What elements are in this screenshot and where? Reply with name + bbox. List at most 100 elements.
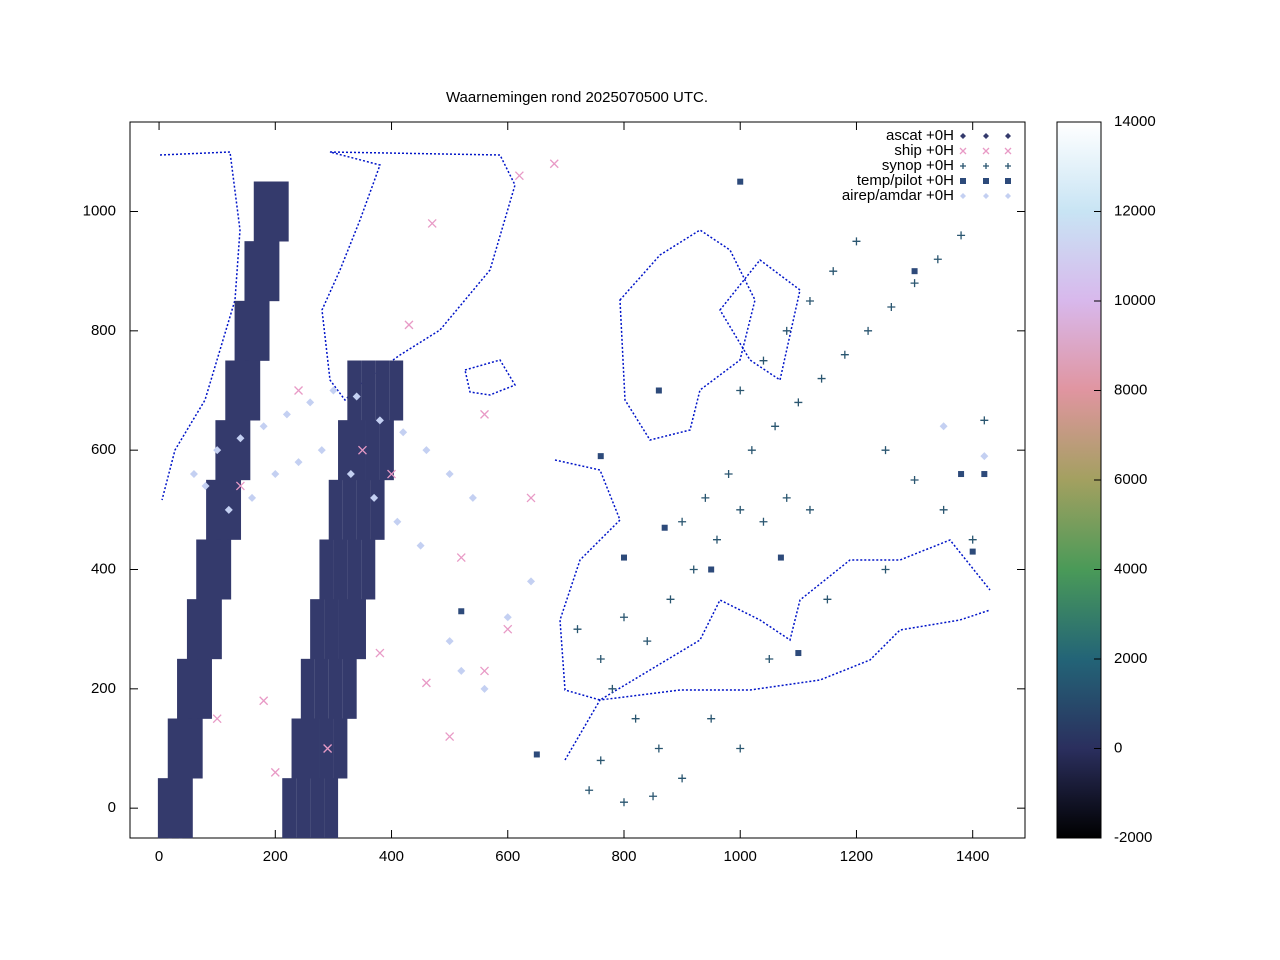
synop-point: [759, 517, 768, 526]
synop-point: [782, 326, 791, 335]
coastlines: [159, 151, 991, 761]
ascat-point: [333, 718, 348, 779]
airep-point: [306, 398, 315, 407]
x-tick-label: 1400: [956, 848, 989, 865]
airep-point: [271, 470, 280, 479]
y-tick-label: 400: [91, 560, 116, 577]
ship-point: [526, 493, 536, 503]
coast-scandinavia: [619, 229, 756, 441]
airep-point: [416, 541, 425, 550]
ascat-point: [324, 778, 339, 839]
ship-point: [421, 678, 431, 688]
synop-point: [829, 267, 838, 276]
coast-iceland: [464, 359, 517, 396]
chart-title: Waarnemingen rond 2025070500 UTC.: [446, 89, 708, 106]
ascat-point: [274, 181, 289, 242]
airep-point: [294, 458, 303, 467]
synop-point: [608, 684, 617, 693]
ascat-point: [370, 479, 385, 540]
synop-point: [649, 792, 658, 801]
ship-point: [549, 159, 559, 169]
legend-label: temp/pilot +0H: [857, 172, 954, 189]
coast-europe: [554, 459, 991, 701]
temp-point: [620, 554, 627, 561]
synop-point: [643, 637, 652, 646]
airep-point: [259, 422, 268, 431]
airep-point: [422, 446, 431, 455]
ascat-point: [291, 718, 306, 779]
airep-point: [213, 446, 222, 455]
colorbar-tick-label: 12000: [1114, 202, 1156, 219]
synop-point: [957, 231, 966, 240]
ascat-point: [324, 599, 339, 660]
ship-point: [270, 767, 280, 777]
synop-point: [960, 163, 966, 169]
synop-point: [724, 470, 733, 479]
colorbar-tick-label: 4000: [1114, 560, 1147, 577]
temp-point: [795, 650, 802, 657]
airep-point: [189, 470, 198, 479]
ascat-point: [265, 241, 280, 302]
synop-point: [747, 446, 756, 455]
y-tick-label: 0: [108, 799, 116, 816]
ascat-point: [351, 420, 366, 481]
ascat-point: [365, 420, 380, 481]
synop-point: [1005, 163, 1011, 169]
synop-point: [765, 655, 774, 663]
airep-point: [527, 577, 536, 586]
airep-point: [983, 133, 989, 139]
ascat-point: [328, 479, 343, 540]
x-tick-label: 1000: [724, 848, 757, 865]
synop-point: [771, 422, 780, 431]
ship-point: [294, 386, 303, 395]
x-tick-label: 400: [379, 848, 404, 865]
ship-point: [427, 218, 437, 228]
synop-point: [805, 505, 814, 514]
ascat-point: [319, 718, 334, 779]
legend-label: ascat +0H: [886, 127, 954, 144]
ascat-point: [227, 479, 242, 540]
airep-point: [375, 416, 384, 425]
legend-label: ship +0H: [894, 142, 954, 159]
temp-point: [983, 178, 989, 184]
airep-point: [457, 666, 466, 675]
synop-point: [759, 356, 768, 365]
synop-point: [823, 595, 832, 604]
airep-point: [224, 505, 233, 514]
x-tick-label: 800: [611, 848, 636, 865]
airep-point: [960, 193, 966, 199]
ascat-point: [314, 658, 329, 719]
ascat-point: [356, 479, 371, 540]
synop-point: [596, 655, 605, 663]
airep-point: [393, 517, 402, 526]
temp-point: [777, 554, 784, 561]
temp-point: [958, 471, 965, 478]
coast-canada: [159, 151, 241, 501]
temp-point: [960, 178, 966, 184]
airep-point: [983, 193, 989, 199]
ascat-point: [236, 420, 251, 481]
colorbar-tick-label: 8000: [1114, 381, 1147, 398]
synop-point: [817, 374, 826, 383]
ascat-point: [342, 658, 357, 719]
airep-point: [980, 452, 989, 461]
synop-point: [619, 613, 628, 622]
legend-label: airep/amdar +0H: [842, 187, 954, 204]
airep-point: [352, 392, 361, 401]
coast-greenland: [321, 151, 516, 402]
synop-point: [933, 255, 942, 264]
ascat-point: [300, 658, 315, 719]
ascat-point: [207, 599, 222, 660]
airep-point: [1005, 133, 1011, 139]
y-tick-label: 800: [91, 322, 116, 339]
temp-point: [597, 453, 604, 460]
airep-point: [370, 493, 379, 502]
temp-point: [661, 524, 668, 531]
ascat-point: [319, 539, 334, 600]
ascat-point: [361, 360, 376, 421]
ascat-point: [255, 300, 270, 361]
synop-point: [852, 237, 861, 246]
airep-point: [480, 684, 489, 693]
ship-point: [323, 744, 333, 753]
ship-point: [259, 696, 269, 706]
